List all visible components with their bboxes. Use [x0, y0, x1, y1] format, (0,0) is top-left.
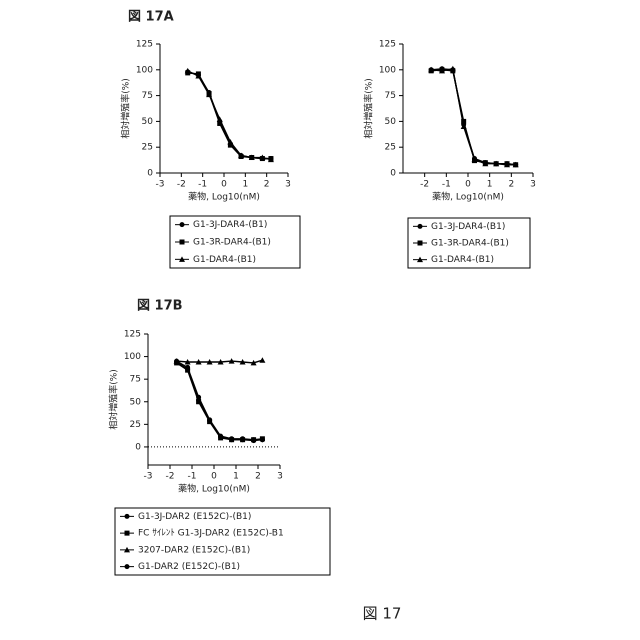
x-tick-label: 0: [221, 180, 227, 190]
legend-label: G1-DAR4-(B1): [431, 255, 494, 265]
marker: [229, 437, 234, 442]
y-tick-label: 125: [124, 330, 141, 340]
page: 図 17 図 17A0255075100125-3-2-10123薬物, Log…: [0, 0, 640, 640]
chart-title: 図 17A: [128, 10, 174, 25]
y-tick-label: 125: [379, 40, 396, 50]
marker: [185, 367, 190, 372]
x-tick-label: -3: [144, 472, 153, 482]
y-tick-label: 75: [385, 91, 396, 101]
x-tick-label: 2: [508, 180, 514, 190]
marker: [174, 360, 179, 365]
legend-marker: [180, 222, 185, 227]
legend-label: 3207-DAR2 (E152C)-(B1): [138, 545, 250, 555]
series-line: [431, 69, 516, 165]
x-axis-label: 薬物, Log10(nM): [188, 191, 260, 203]
x-tick-label: -2: [177, 180, 186, 190]
y-tick-label: 100: [379, 65, 396, 75]
x-tick-label: -1: [198, 180, 207, 190]
y-tick-label: 0: [135, 442, 141, 452]
legend-marker: [125, 514, 130, 519]
x-tick-label: -3: [156, 180, 165, 190]
x-tick-label: 2: [255, 472, 261, 482]
x-tick-label: -1: [442, 180, 451, 190]
series-line: [431, 70, 516, 165]
x-tick-label: 3: [285, 180, 291, 190]
y-tick-label: 25: [130, 420, 141, 430]
legend-label: G1-DAR2 (E152C)-(B1): [138, 562, 240, 572]
x-tick-label: 1: [242, 180, 248, 190]
marker: [240, 437, 245, 442]
x-tick-label: 1: [233, 472, 239, 482]
y-tick-label: 50: [142, 117, 154, 127]
marker: [207, 418, 212, 423]
figure-caption: 図 17: [363, 605, 402, 623]
y-tick-label: 100: [124, 352, 141, 362]
y-tick-label: 0: [147, 169, 153, 179]
chart-title: 図 17B: [137, 299, 183, 314]
legend-label: G1-3J-DAR2 (E152C)-(B1): [138, 512, 251, 522]
x-tick-label: 1: [487, 180, 493, 190]
y-tick-label: 50: [385, 117, 397, 127]
y-axis-label: 相対増殖率(%): [108, 369, 120, 430]
y-tick-label: 0: [390, 169, 396, 179]
x-tick-label: -2: [420, 180, 429, 190]
legend-label: G1-3R-DAR4-(B1): [193, 238, 271, 248]
y-tick-label: 25: [385, 143, 396, 153]
x-tick-label: 2: [264, 180, 270, 190]
marker: [260, 437, 265, 442]
legend-label: FC ｻｲﾚﾝﾄ G1-3J-DAR2 (E152C)-B1: [138, 528, 284, 539]
marker: [251, 438, 256, 443]
y-tick-label: 75: [142, 91, 153, 101]
x-tick-label: -1: [188, 472, 197, 482]
legend-label: G1-3J-DAR4-(B1): [193, 220, 267, 230]
x-tick-label: -2: [166, 472, 175, 482]
y-axis-label: 相対増殖率(%): [120, 78, 132, 139]
legend-label: G1-DAR4-(B1): [193, 255, 256, 265]
y-axis-label: 相対増殖率(%): [363, 78, 375, 139]
y-tick-label: 25: [142, 143, 153, 153]
x-axis-label: 薬物, Log10(nM): [432, 191, 504, 203]
marker: [218, 434, 223, 439]
legend-label: G1-3J-DAR4-(B1): [431, 222, 505, 232]
y-tick-label: 125: [136, 40, 153, 50]
series-line: [431, 69, 516, 165]
legend-marker: [125, 564, 130, 569]
y-tick-label: 100: [136, 65, 153, 75]
x-axis-label: 薬物, Log10(nM): [178, 483, 250, 495]
legend-marker: [418, 224, 423, 229]
x-tick-label: 0: [465, 180, 471, 190]
y-tick-label: 75: [130, 375, 141, 385]
x-tick-label: 3: [530, 180, 536, 190]
marker: [259, 357, 265, 363]
x-tick-label: 3: [277, 472, 283, 482]
y-tick-label: 50: [130, 397, 142, 407]
legend-label: G1-3R-DAR4-(B1): [431, 239, 509, 249]
x-tick-label: 0: [211, 472, 217, 482]
legend-marker: [180, 240, 185, 245]
legend-marker: [418, 241, 423, 246]
legend-marker: [125, 531, 130, 536]
series-line: [177, 362, 263, 441]
marker: [196, 397, 201, 402]
